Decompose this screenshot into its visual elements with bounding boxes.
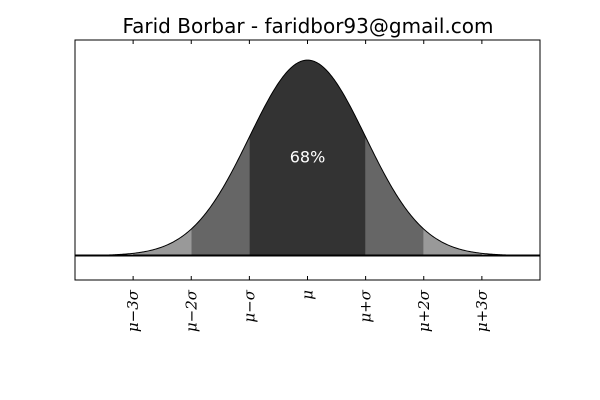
x-axis-ticks: μ−3σ μ−2σ μ−σ μ μ+σ μ+2σ μ+3σ [124,40,491,332]
band-2 [249,60,366,256]
annotation-68-percent: 68% [290,148,326,167]
tick-label-2: μ−σ [240,289,258,322]
tick-label-3: μ [299,290,317,300]
band-0 [133,229,192,256]
chart-title: Farid Borbar - faridbor93@gmail.com [122,14,493,38]
normal-curve [75,59,540,256]
tick-label-0: μ−3σ [124,289,142,332]
tick-label-4: μ+σ [357,289,375,322]
tick-label-1: μ−2σ [182,289,200,332]
tick-label-5: μ+2σ [415,289,433,332]
tick-label-6: μ+3σ [473,289,491,332]
band-4 [423,229,482,256]
